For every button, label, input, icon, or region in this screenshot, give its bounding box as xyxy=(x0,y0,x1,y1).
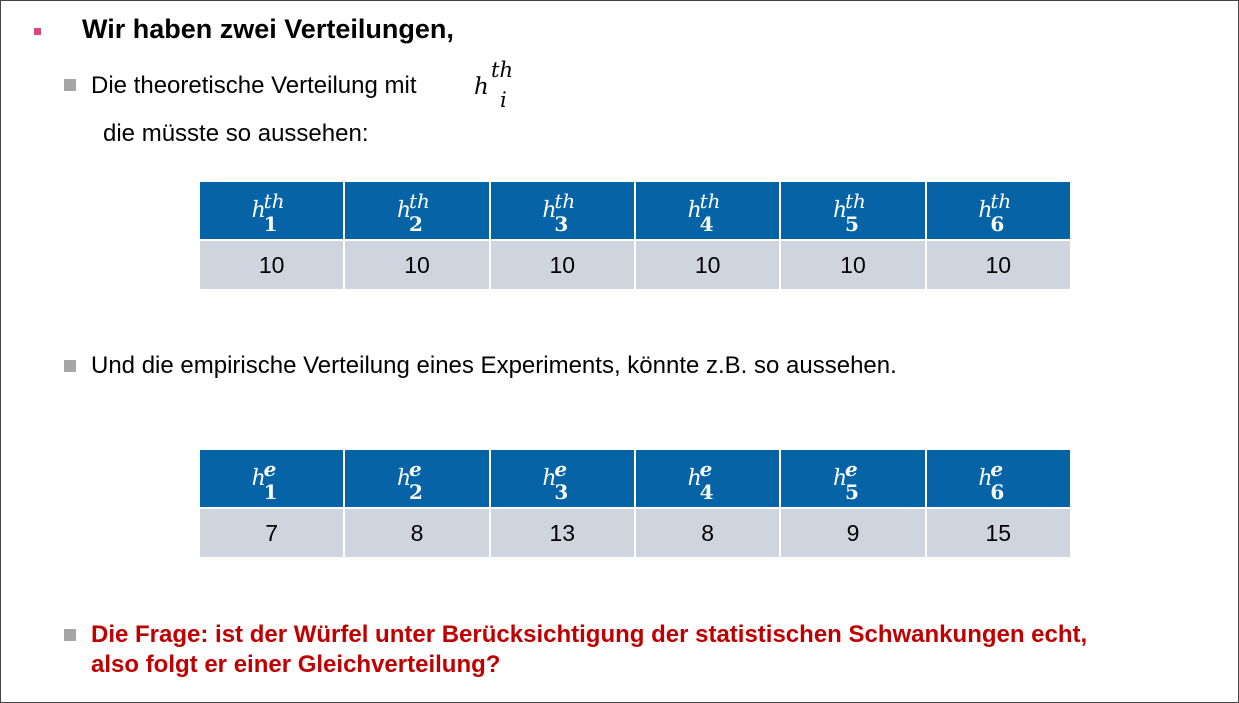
table-cell: 10 xyxy=(345,241,489,289)
header-cell: h th 6 xyxy=(926,182,1070,239)
theoretical-distribution-table: h th 1 h th 2 h th 3 h th 4 h th 5 h th 6 10 10 10 1… xyxy=(198,180,1072,291)
header-cell: h th 2 xyxy=(345,182,489,239)
slide-title: Wir haben zwei Verteilungen, xyxy=(82,14,454,44)
table-row: 10 10 10 10 10 10 xyxy=(200,241,1070,289)
table-cell: 8 xyxy=(345,509,489,557)
bullet-theoretical-continuation: die müsste so aussehen: xyxy=(103,120,369,147)
h-i-th-symbol: h th i xyxy=(474,58,534,114)
table-cell: 10 xyxy=(781,241,925,289)
bullet-empirical: Und die empirische Verteilung eines Expe… xyxy=(91,352,897,379)
square-bullet-icon xyxy=(64,360,76,372)
header-cell: h th 4 xyxy=(635,182,780,239)
table-cell: 15 xyxy=(926,509,1070,557)
table-cell: 8 xyxy=(635,509,780,557)
symbol-sub: i xyxy=(500,88,507,112)
header-cell: h th 3 xyxy=(490,182,634,239)
table-header-row: h th 1 h th 2 h th 3 h th 4 h th 5 h th 6 xyxy=(200,182,1070,239)
table-cell: 10 xyxy=(926,241,1070,289)
square-bullet-icon xyxy=(64,629,76,641)
table-cell: 7 xyxy=(200,509,344,557)
symbol-sup: th xyxy=(491,58,513,82)
title-bullet-icon xyxy=(34,28,41,35)
header-cell: h th 5 xyxy=(781,182,925,239)
table-cell: 10 xyxy=(490,241,634,289)
table-cell: 10 xyxy=(200,241,344,289)
square-bullet-icon xyxy=(64,79,76,91)
bullet-theoretical-text: Die theoretische Verteilung mit xyxy=(91,72,417,99)
header-cell: h th 1 xyxy=(200,182,344,239)
table-cell: 10 xyxy=(635,241,780,289)
question-line-2: also folgt er einer Gleichverteilung? xyxy=(91,651,501,678)
question-line-1: Die Frage: ist der Würfel unter Berücksi… xyxy=(91,621,1088,648)
bullet-theoretical: Die theoretische Verteilung mit xyxy=(91,72,417,100)
question-text: Die Frage: ist der Würfel unter Berücksi… xyxy=(91,620,1231,680)
table-row: 7 8 13 8 9 15 xyxy=(200,509,1070,557)
table-cell: 9 xyxy=(781,509,925,557)
table-cell: 13 xyxy=(490,509,634,557)
symbol-base: h xyxy=(474,74,489,100)
